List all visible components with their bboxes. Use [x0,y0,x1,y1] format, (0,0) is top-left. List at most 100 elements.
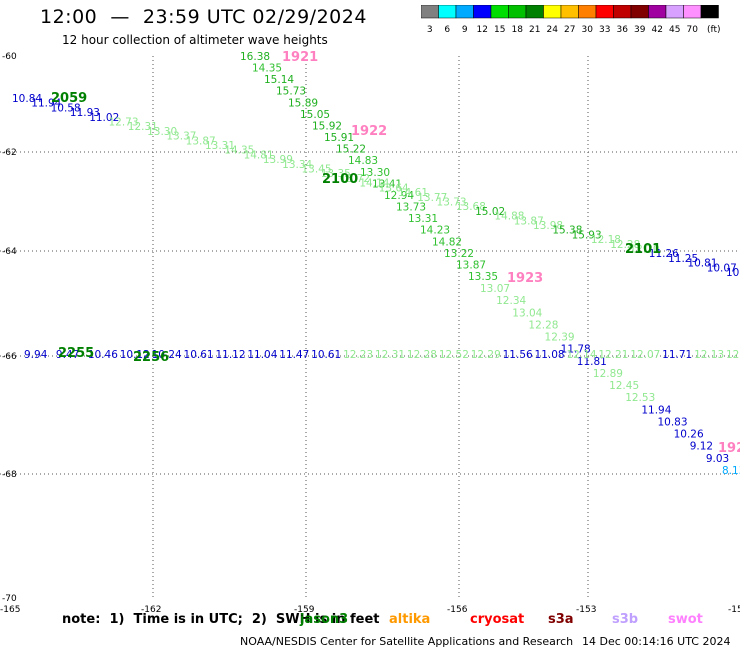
lon-label: -165 [0,605,20,612]
wave-height-value: 12.34 [496,295,526,307]
wave-height-value: 13.04 [512,307,542,319]
wave-height-value: 13.37 [166,131,196,143]
map-gridlines [0,56,740,598]
wave-height-value: 15.73 [276,86,306,98]
wave-height-value: 15.05 [300,109,330,121]
wave-height-value: 12.94 [384,190,414,202]
lon-label: -150 [728,605,740,612]
satellite-legend-altika: altika [389,612,431,627]
wave-height-value: 13.30 [360,167,390,179]
wave-height-value: 13.87 [186,135,216,147]
lon-label: -162 [141,605,161,612]
wave-height-value: 13.87 [456,259,486,271]
colorbar-label: 42 [652,25,663,35]
wave-height-value: 11.08 [535,349,565,361]
lon-label: -153 [576,605,596,612]
wave-height-value: 12.21 [598,349,628,361]
wave-height-value: 15.02 [475,206,505,218]
satellite-legend-cryosat: cryosat [470,612,525,627]
wave-height-value: 13.73 [396,202,426,214]
wave-height-value: 8.13 [722,465,740,477]
wave-height-value: 10.07 [707,262,737,274]
wave-height-value: 15.14 [264,74,294,86]
wave-height-value: 13.99 [263,154,293,166]
wave-height-value: 12.04 [726,349,740,361]
wave-height-value: 11.47 [279,349,309,361]
wave-height-value: 9.03 [706,453,729,465]
wave-height-value: 12.28 [407,349,437,361]
lon-label: -159 [294,605,315,612]
wave-height-value: 10.24 [152,349,182,361]
wave-height-value: 12.29 [471,349,501,361]
wave-height-colorbar: 3 6 9 12 15 18 21 24 27 30 33 36 39 42 45 70 (ft) [421,5,721,35]
colorbar-label: 9 [462,25,468,35]
wave-height-value: 12.31 [375,349,405,361]
wave-height-value: 11.56 [503,349,533,361]
wave-height-value: 12.20 [630,243,660,255]
wave-height-value: 13.35 [468,271,498,283]
wave-height-value: 12.52 [439,349,469,361]
pass-time-label: 1921 [282,50,318,65]
wave-height-value: 12.18 [591,234,621,246]
lat-label: -64 [2,247,17,257]
satellite-legend-jason3: jason3 [300,612,349,627]
satellite-legend-s3a: s3a [548,612,574,627]
wave-height-value: 12.89 [593,368,623,380]
wave-height-value: 10.12 [120,349,150,361]
wave-height-value: 11.94 [641,404,671,416]
wave-height-value: 12.28 [528,319,558,331]
wave-height-value: 12.53 [625,392,655,404]
pass-time-label: 2255 [58,346,94,361]
lat-label: -68 [2,470,17,480]
wave-height-value: 13.31 [205,140,235,152]
lat-label: -66 [2,352,17,362]
wave-height-value: 9.12 [690,441,713,453]
pass-time-label: 2101 [625,242,661,257]
colorbar-label: 3 [427,25,433,35]
pass-time-labels: 1921 1922 1923 2059 2100 2101 2255 2256 192 [51,50,740,456]
altimeter-tracks: 16.3814.3515.1415.7315.8915.0515.9215.91… [12,51,740,477]
wave-height-value: 12.07 [630,349,660,361]
wave-height-value: 10.81 [687,258,717,270]
wave-height-value: 11.81 [577,356,607,368]
wave-height-value: 15.89 [288,97,318,109]
colorbar-label: 33 [599,25,610,35]
colorbar-label: 6 [444,25,450,35]
map-subtitle: 12 hour collection of altimeter wave hei… [62,33,328,47]
wave-height-value: 14.14 [359,178,389,190]
wave-height-value: 10.58 [51,102,81,114]
wave-height-value: 14.61 [398,187,428,199]
wave-height-value: 14.88 [494,211,524,223]
wave-height-value: 13.31 [408,213,438,225]
wave-height-value: 13.35 [321,168,351,180]
wave-height-value: 10.83 [657,416,687,428]
wave-height-value: 12.23 [343,349,373,361]
satellite-legend-s3b: s3b [612,612,639,627]
altimeter-map: 16.3814.3515.1415.7315.8915.0515.9215.91… [0,50,740,612]
wave-height-value: 13.73 [437,196,467,208]
wave-height-value: 15.22 [336,144,366,156]
wave-height-value: 10.84 [12,93,42,105]
map-title: 12:00 — 23:59 UTC 02/29/2024 [40,6,367,28]
wave-height-value: 13.72 [340,173,370,185]
colorbar-label: 24 [547,25,559,35]
colorbar-label: 70 [687,25,699,35]
wave-height-value: 11.71 [662,349,692,361]
wave-height-value: 13.45 [301,164,331,176]
satellite-legend-swot: swot [668,612,703,627]
pass-time-label: 2100 [322,172,358,187]
wave-height-value: 13.30 [147,126,177,138]
credit-text: NOAA/NESDIS Center for Satellite Applica… [240,635,574,648]
wave-height-value: 14.23 [420,225,450,237]
wave-height-value: 13.77 [417,192,447,204]
wave-height-value: 11.25 [668,253,698,265]
wave-height-value: 12.31 [128,121,158,133]
wave-height-value: 10.46 [88,349,118,361]
colorbar-label: 18 [512,25,524,35]
wave-height-value: 11.94 [31,98,61,110]
wave-height-value: 13.41 [372,178,402,190]
wave-height-value: 10.61 [184,349,214,361]
wave-height-value: 10.84 [726,267,740,279]
wave-height-value: 13.68 [456,201,486,213]
colorbar-label: 21 [529,25,540,35]
